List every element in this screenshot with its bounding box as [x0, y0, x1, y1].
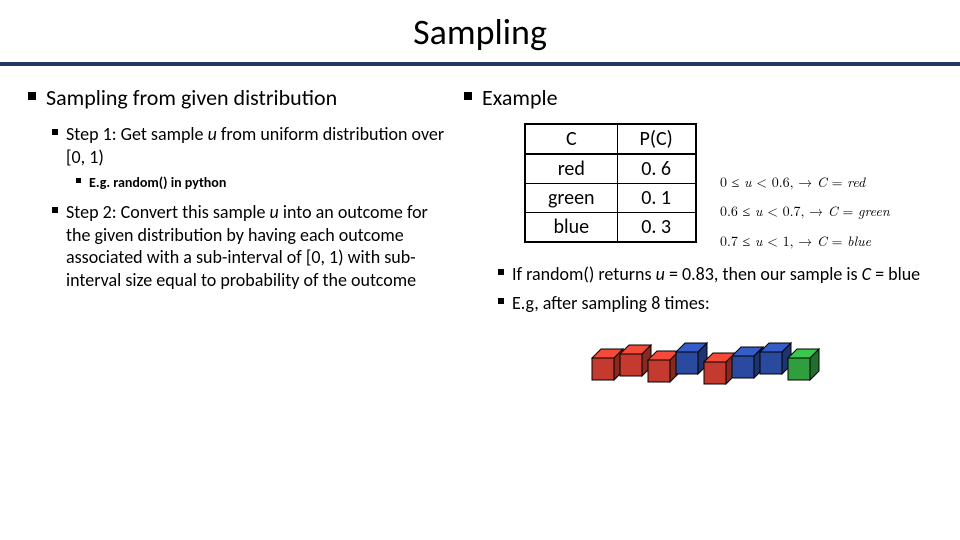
cubes-svg: [584, 322, 844, 402]
col-c: C: [525, 124, 617, 154]
col-pc: P(C): [617, 124, 696, 154]
math-line-1: 0 ≤ u < 0.6, → C = red: [720, 168, 890, 197]
math-line-3: 0.7 ≤ u < 1, → C = blue: [720, 227, 890, 256]
bullet-icon: [498, 269, 504, 275]
note2-text: E.g, after sampling 8 times:: [512, 292, 710, 315]
note1: If random() returns u = 0.83, then our s…: [498, 263, 932, 286]
bullet-icon: [52, 207, 58, 213]
step1-sub-text: E.g. random() in python: [89, 174, 226, 191]
math-line-2: 0.6 ≤ u < 0.7, → C = green: [720, 197, 890, 226]
left-heading: Sampling from given distribution: [28, 84, 448, 111]
cube-sequence: [584, 322, 932, 407]
left-column: Sampling from given distribution Step 1:…: [28, 84, 458, 407]
bullet-icon: [28, 92, 36, 100]
title-rule: [0, 62, 960, 66]
right-heading-text: Example: [482, 84, 558, 111]
step1-text: Step 1: Get sample u from uniform distri…: [66, 123, 448, 168]
table-row: red 0. 6: [525, 154, 696, 184]
bullet-icon: [76, 178, 81, 183]
step2-text: Step 2: Convert this sample u into an ou…: [66, 201, 448, 291]
left-heading-text: Sampling from given distribution: [46, 84, 337, 111]
step1: Step 1: Get sample u from uniform distri…: [52, 123, 448, 168]
table-row: green 0. 1: [525, 184, 696, 213]
bullet-icon: [498, 298, 504, 304]
table-header-row: C P(C): [525, 124, 696, 154]
bullet-icon: [52, 129, 58, 135]
slide-title: Sampling: [0, 0, 960, 62]
math-conditions: 0 ≤ u < 0.6, → C = red 0.6 ≤ u < 0.7, → …: [720, 168, 890, 256]
step1-sub: E.g. random() in python: [76, 174, 448, 191]
table-row: blue 0. 3: [525, 213, 696, 243]
probability-table: C P(C) red 0. 6 green 0. 1 blue 0. 3: [524, 123, 697, 243]
note2: E.g, after sampling 8 times:: [498, 292, 932, 315]
bullet-icon: [464, 92, 472, 100]
right-notes: If random() returns u = 0.83, then our s…: [498, 263, 932, 314]
note1-text: If random() returns u = 0.83, then our s…: [512, 263, 920, 286]
step2: Step 2: Convert this sample u into an ou…: [52, 201, 448, 291]
right-heading: Example: [464, 84, 932, 111]
